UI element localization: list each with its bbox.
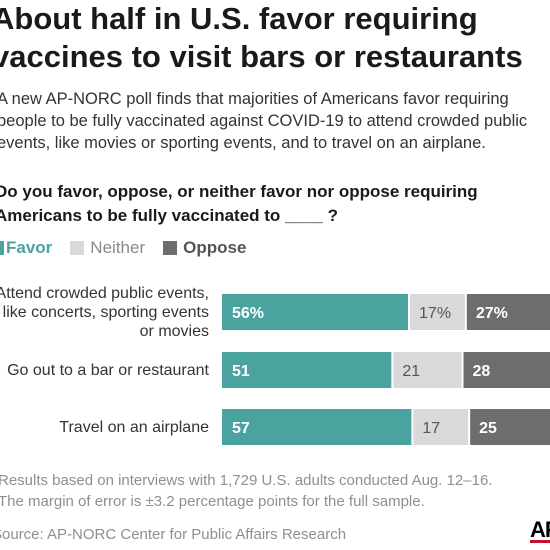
value-label-neither: 21 xyxy=(402,363,420,380)
value-label-favor: 51 xyxy=(232,363,250,380)
value-label-neither: 17 xyxy=(422,420,440,437)
bar-segment-favor xyxy=(222,352,393,388)
subtitle-line-1: A new AP-NORC poll finds that majorities… xyxy=(0,90,509,108)
category-label: Go out to a bar or restaurant xyxy=(7,362,209,379)
bar-segment-separator xyxy=(408,294,411,330)
bar-segment-separator xyxy=(464,294,467,330)
question-line-1: Do you favor, oppose, or neither favor n… xyxy=(0,182,478,201)
legend-swatch-neither xyxy=(70,241,85,255)
bar-segment-oppose xyxy=(462,352,550,388)
value-label-favor: 56% xyxy=(232,305,264,322)
bar-segment-neither xyxy=(392,352,463,388)
chart-legend: Favor Neither Oppose xyxy=(0,236,264,260)
bar-segment-oppose xyxy=(469,409,550,445)
bar-segment-separator xyxy=(468,409,471,445)
stacked-bar-chart: Attend crowded public events, like concer… xyxy=(0,285,550,445)
bar-segment-neither xyxy=(412,409,470,445)
legend-swatch-oppose xyxy=(163,241,178,255)
bar-segment-separator xyxy=(391,352,394,388)
category-label: Attend crowded public events, like concer… xyxy=(0,285,209,340)
category-label: Travel on an airplane xyxy=(59,419,209,436)
bar-segment-favor xyxy=(222,409,413,445)
title-line-1: About half in U.S. favor requiring xyxy=(0,1,478,36)
legend-label-oppose: Oppose xyxy=(183,238,247,257)
value-label-oppose: 27% xyxy=(476,305,508,322)
bar-segment-favor xyxy=(222,294,410,330)
legend-item-oppose: Oppose xyxy=(163,238,246,258)
chart-source: Source: AP-NORC Center for Public Affair… xyxy=(0,526,347,543)
chart-title: About half in U.S. favor requiring vacci… xyxy=(0,0,523,76)
ap-logo-bar xyxy=(530,540,550,543)
value-label-oppose: 28 xyxy=(472,363,490,380)
subtitle-line-3: events, like movies or sporting events, … xyxy=(0,134,486,152)
footnote-line-2: The margin of error is ±3.2 percentage p… xyxy=(0,493,425,510)
bar-segment-separator xyxy=(411,409,414,445)
survey-question: Do you favor, oppose, or neither favor n… xyxy=(0,180,478,228)
bar-segment-oppose xyxy=(465,294,550,330)
question-line-2: Americans to be fully vaccinated to ____… xyxy=(0,206,338,225)
legend-item-neither: Neither xyxy=(70,238,145,258)
value-label-oppose: 25 xyxy=(479,420,497,437)
value-label-favor: 57 xyxy=(232,420,250,437)
bar-segment-separator xyxy=(461,352,464,388)
ap-logo: AP xyxy=(530,517,550,542)
value-label-neither: 17% xyxy=(419,305,451,322)
legend-swatch-favor xyxy=(0,241,4,255)
title-line-2: vaccines to visit bars or restaurants xyxy=(0,39,523,74)
subtitle-line-2: people to be fully vaccinated against CO… xyxy=(0,112,528,130)
footnote-line-1: Results based on interviews with 1,729 U… xyxy=(0,472,493,489)
chart-subtitle: A new AP-NORC poll finds that majorities… xyxy=(0,88,527,154)
legend-item-favor: Favor xyxy=(0,238,52,258)
bar-segment-neither xyxy=(409,294,466,330)
chart-footnote: Results based on interviews with 1,729 U… xyxy=(0,470,492,512)
legend-label-neither: Neither xyxy=(90,238,146,257)
legend-label-favor: Favor xyxy=(6,238,53,257)
